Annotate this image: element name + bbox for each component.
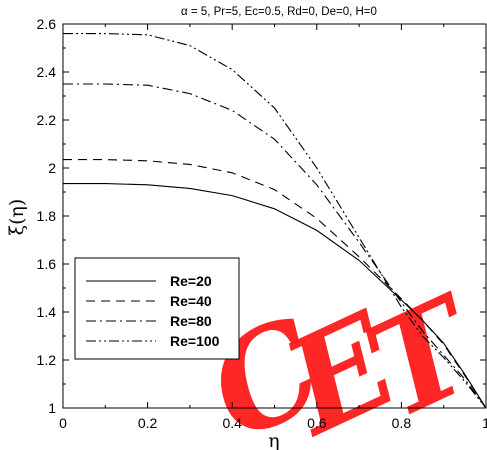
y-tick-label: 2.2 — [37, 112, 57, 128]
legend-label: Re=80 — [170, 313, 212, 329]
y-tick-label: 1.8 — [37, 208, 57, 224]
y-tick-label: 1.4 — [37, 304, 57, 320]
x-axis-ticks: 0 0.2 0.4 0.6 0.8 1 — [59, 24, 487, 431]
y-tick-label: 2 — [48, 160, 56, 176]
series-line-1 — [63, 183, 487, 409]
x-tick-label: 1 — [482, 415, 487, 431]
y-axis-label: ξ(η) — [6, 199, 28, 236]
chart-title: α = 5, Pr=5, Ec=0.5, Rd=0, De=0, H=0 — [181, 6, 377, 18]
x-axis-label: η — [268, 430, 279, 450]
legend-box — [74, 257, 240, 360]
y-tick-label: 2.6 — [37, 16, 57, 32]
legend: Re=20 Re=40 Re=80 Re=100 — [74, 257, 240, 360]
x-tick-label: 0.8 — [392, 415, 412, 431]
legend-label: Re=100 — [170, 333, 220, 349]
series-line-4 — [63, 33, 487, 409]
series-layer — [63, 33, 487, 409]
series-line-3 — [63, 83, 487, 409]
y-tick-label: 1.2 — [37, 352, 57, 368]
x-tick-label: 0.2 — [138, 415, 158, 431]
legend-label: Re=20 — [170, 273, 212, 289]
legend-label: Re=40 — [170, 293, 212, 309]
x-tick-label: 0.4 — [222, 415, 242, 431]
y-tick-label: 2.4 — [37, 64, 57, 80]
x-tick-label: 0 — [59, 415, 67, 431]
x-tick-label: 0.6 — [307, 415, 327, 431]
y-tick-label: 1.6 — [37, 256, 57, 272]
y-axis-ticks: 1 1.2 1.4 1.6 1.8 2 2.2 2.4 2.6 — [37, 16, 486, 416]
y-tick-label: 1 — [48, 400, 56, 416]
